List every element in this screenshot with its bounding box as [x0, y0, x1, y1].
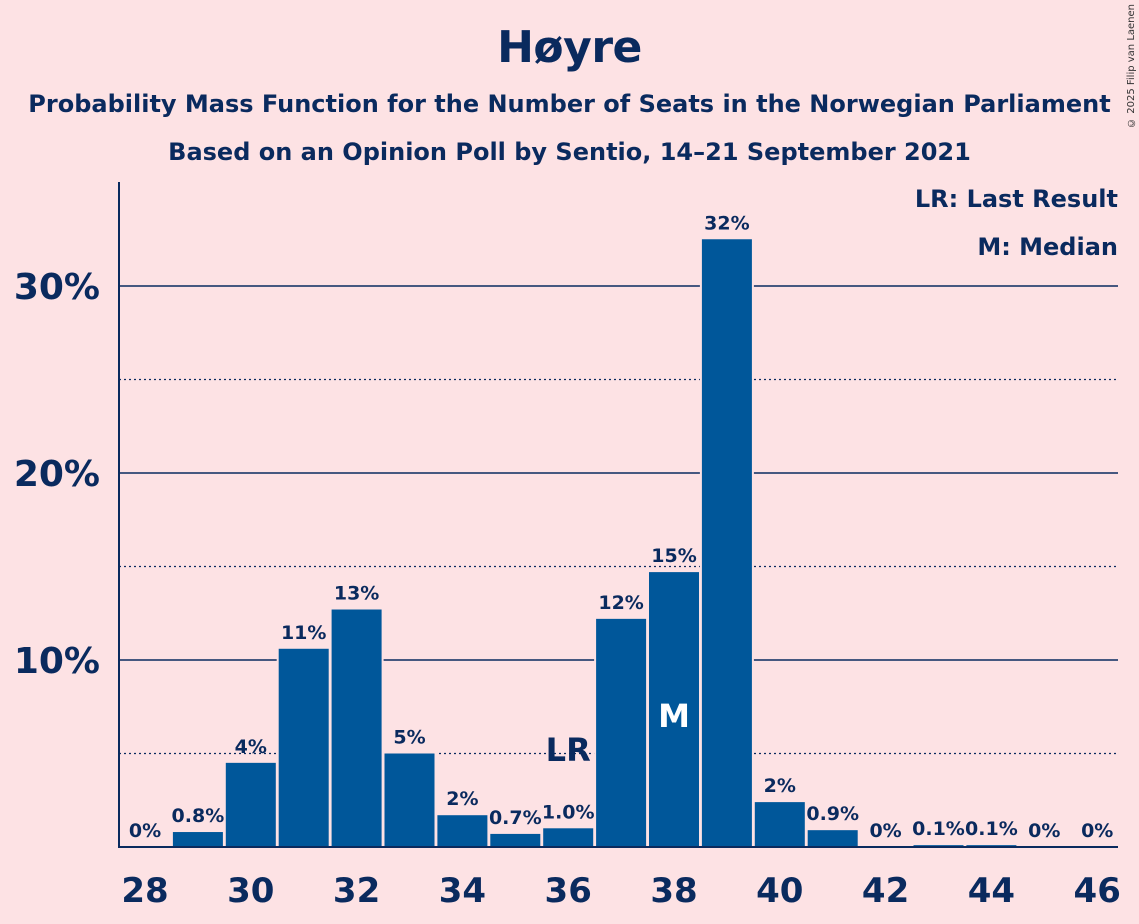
- x-tick-label: 36: [545, 871, 592, 911]
- bar-gap: [911, 843, 966, 847]
- bar: [331, 609, 382, 847]
- bar-value-label: 0.9%: [806, 803, 859, 825]
- bar: [596, 618, 647, 847]
- y-tick-label: 10%: [14, 641, 100, 682]
- bar: [701, 239, 752, 847]
- bar: [649, 572, 699, 847]
- y-tick-label: 30%: [14, 267, 100, 308]
- legend-median: M: Median: [977, 233, 1118, 261]
- bar-value-label: 0.7%: [489, 807, 542, 829]
- bar-value-label: 12%: [598, 592, 643, 614]
- bar-value-label: 2%: [764, 775, 796, 797]
- x-tick-label: 32: [333, 871, 380, 911]
- bar: [543, 828, 594, 847]
- bar-value-label: 5%: [393, 727, 425, 749]
- bar-value-label: 0%: [129, 820, 161, 842]
- bar: [278, 648, 329, 847]
- bar-value-label: 11%: [281, 622, 326, 644]
- x-tick-label: 42: [862, 871, 909, 911]
- last-result-marker: LR: [546, 731, 591, 769]
- x-tick-label: 40: [756, 871, 803, 911]
- legend-last-result: LR: Last Result: [914, 185, 1118, 213]
- bar-value-label: 0.1%: [965, 818, 1018, 840]
- chart-subtitle: Probability Mass Function for the Number…: [28, 90, 1111, 118]
- bar: [384, 753, 435, 847]
- x-tick-label: 44: [968, 871, 1015, 911]
- bar: [225, 762, 276, 847]
- bar-value-label: 0%: [1081, 820, 1113, 842]
- bar-gap: [964, 843, 1019, 847]
- bar-value-label: 2%: [446, 788, 478, 810]
- bar-value-label: 0.8%: [172, 805, 225, 827]
- x-tick-label: 34: [439, 871, 486, 911]
- x-tick-label: 46: [1074, 871, 1121, 911]
- bar-value-label: 15%: [651, 545, 696, 567]
- chart-title: Høyre: [497, 22, 642, 73]
- bar: [490, 833, 541, 847]
- bar-value-label: 32%: [704, 212, 749, 234]
- x-tick-label: 30: [227, 871, 274, 911]
- bar: [172, 832, 223, 847]
- y-tick-label: 20%: [14, 454, 100, 495]
- bar: [807, 830, 858, 847]
- bar-value-label: 0%: [1028, 820, 1060, 842]
- bar-value-label: 4%: [235, 736, 267, 758]
- bar-value-label: 0.1%: [912, 818, 965, 840]
- bar: [437, 815, 488, 847]
- bar: [754, 802, 805, 847]
- bar-value-label: 0%: [869, 820, 901, 842]
- bar-value-label: 13%: [334, 583, 379, 605]
- chart-subtitle-poll: Based on an Opinion Poll by Sentio, 14–2…: [168, 138, 971, 166]
- median-marker: M: [658, 697, 690, 735]
- x-tick-label: 28: [121, 871, 168, 911]
- bar-value-label: 1.0%: [542, 801, 595, 823]
- x-tick-label: 38: [650, 871, 697, 911]
